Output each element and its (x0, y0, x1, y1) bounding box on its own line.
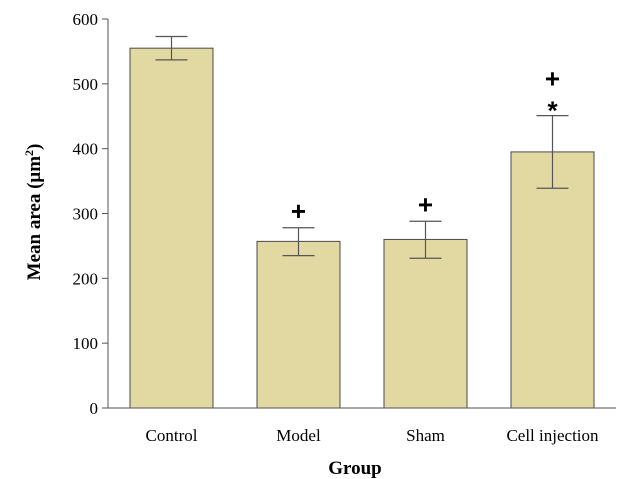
x-tick-label: Cell injection (506, 426, 599, 445)
error-bars-layer (155, 35, 569, 259)
y-tick-label: 200 (73, 269, 99, 288)
y-tick-label: 100 (73, 334, 99, 353)
bar (510, 151, 595, 409)
x-tick-label: Model (276, 426, 321, 445)
x-tick-label: Sham (406, 426, 445, 445)
x-ticks-layer: Control Model Sham Cell injection (146, 426, 600, 445)
bar (129, 47, 214, 409)
significance-plus: + (418, 189, 433, 219)
y-axis-title-superscript: 2 (22, 150, 36, 156)
significance-plus: + (291, 196, 306, 226)
x-tick-label: Control (146, 426, 198, 445)
bar (256, 240, 341, 409)
y-axis-title-text: Mean area (μm (24, 156, 45, 281)
y-tick-label: 0 (90, 399, 99, 418)
y-tick-label: 500 (73, 75, 99, 94)
annotations-layer: + ++* (291, 64, 560, 226)
y-tick-label: 300 (73, 205, 99, 224)
bar (383, 238, 468, 409)
y-axis-title: Mean area (μm2) (22, 144, 45, 281)
y-axis-title-close: ) (24, 144, 45, 150)
significance-plus: + (545, 64, 560, 94)
y-tick-label: 400 (73, 140, 99, 159)
y-ticks-layer: 0 100 200 300 400 500 600 (73, 10, 108, 418)
y-tick-label: 600 (73, 10, 99, 29)
bars-layer (129, 47, 595, 409)
significance-asterisk: * (547, 96, 558, 126)
x-axis-title: Group (328, 458, 382, 479)
